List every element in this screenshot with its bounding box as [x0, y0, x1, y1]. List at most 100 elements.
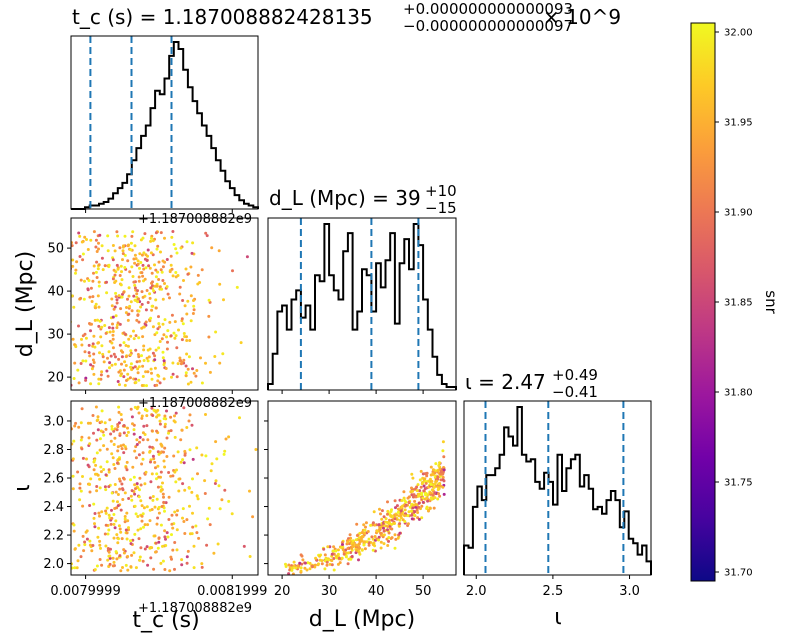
scatter-point [436, 497, 440, 501]
scatter-point [145, 414, 149, 418]
scatter-point [86, 463, 90, 467]
scatter-point [133, 286, 137, 290]
scatter-point [95, 250, 99, 253]
xlabel-iota: ι [554, 605, 561, 630]
scatter-point [410, 486, 413, 490]
scatter-point [116, 267, 120, 271]
scatter-point [111, 277, 115, 281]
scatter-point [336, 552, 340, 556]
scatter-point [155, 438, 159, 442]
scatter-point [120, 447, 124, 451]
scatter-point [158, 340, 162, 343]
scatter-point [371, 548, 375, 552]
scatter-point [153, 460, 157, 464]
scatter-point [179, 460, 183, 464]
scatter-point [98, 351, 101, 355]
scatter-point [93, 512, 97, 515]
scatter-point [169, 334, 173, 338]
scatter-point [156, 546, 160, 550]
scatter-point [71, 264, 75, 268]
scatter-point [182, 406, 186, 410]
scatter-point [272, 410, 275, 413]
scatter-point [178, 356, 182, 360]
scatter-point [251, 515, 255, 519]
scatter-point [93, 568, 97, 572]
scatter-point [88, 442, 92, 446]
scatter-point [441, 475, 445, 479]
scatter-point [299, 553, 303, 557]
scatter-point [357, 558, 360, 562]
scatter-point [290, 568, 294, 572]
scatter-point [355, 534, 359, 537]
scatter-point [146, 301, 150, 304]
scatter-point [146, 348, 150, 352]
scatter-point [388, 518, 391, 522]
scatter-point [314, 556, 318, 560]
scatter-point [133, 532, 137, 536]
scatter-point [185, 335, 188, 339]
scatter-point [106, 558, 110, 562]
scatter-point [139, 499, 143, 503]
scatter-point [207, 314, 211, 318]
scatter-point [95, 438, 99, 442]
scatter-point [87, 343, 91, 347]
scatter-point [137, 309, 141, 313]
scatter-point [126, 318, 130, 322]
scatter-point [88, 483, 92, 486]
scatter-point [129, 362, 133, 366]
scatter-point [411, 489, 415, 493]
scatter-point [119, 444, 123, 448]
scatter-point [114, 279, 118, 283]
scatter-point [119, 307, 123, 311]
y-tick-label: 50 [47, 242, 64, 257]
scatter-point [441, 485, 445, 489]
scatter-point [184, 364, 188, 368]
scatter-point [107, 550, 111, 554]
scatter-point [127, 312, 131, 316]
scatter-point [114, 291, 118, 295]
scatter-point [135, 292, 139, 296]
scatter-point [154, 541, 158, 545]
scatter-point [75, 566, 79, 570]
scatter-point [118, 274, 122, 277]
scatter-point [138, 555, 142, 559]
scatter-point [127, 528, 130, 532]
scatter-point [157, 536, 161, 540]
scatter-point [80, 240, 84, 244]
scatter-point [174, 275, 178, 279]
scatter-point [163, 425, 167, 429]
scatter-point [120, 372, 123, 376]
scatter-point [71, 487, 75, 491]
scatter-point [192, 566, 196, 570]
x-tick-label: 2.0 [466, 584, 487, 599]
title-d-l-sub: −15 [425, 199, 457, 217]
scatter-point [184, 267, 188, 271]
scatter-point [422, 484, 426, 488]
scatter-point [121, 252, 125, 256]
scatter-point [330, 563, 334, 567]
scatter-point [175, 468, 178, 472]
scatter-point [97, 382, 101, 386]
scatter-point [111, 244, 115, 247]
scatter-point [161, 259, 165, 263]
scatter-point [81, 258, 85, 262]
scatter-point [204, 361, 207, 365]
scatter-point [36, 505, 39, 508]
scatter-point [382, 515, 386, 519]
scatter-point [407, 495, 411, 499]
scatter-point [151, 284, 154, 288]
scatter-point [146, 254, 149, 258]
scatter-point [131, 275, 135, 278]
scatter-point [144, 266, 148, 270]
scatter-point [338, 561, 342, 565]
scatter-point [207, 298, 211, 302]
scatter-point [136, 259, 140, 263]
scatter-point [213, 482, 217, 485]
scatter-point [426, 499, 430, 503]
scatter-point [129, 349, 133, 353]
scatter-point [125, 434, 129, 437]
scatter-point [74, 268, 78, 272]
scatter-point [322, 547, 326, 551]
scatter-point [149, 236, 153, 240]
scatter-point [118, 527, 122, 531]
